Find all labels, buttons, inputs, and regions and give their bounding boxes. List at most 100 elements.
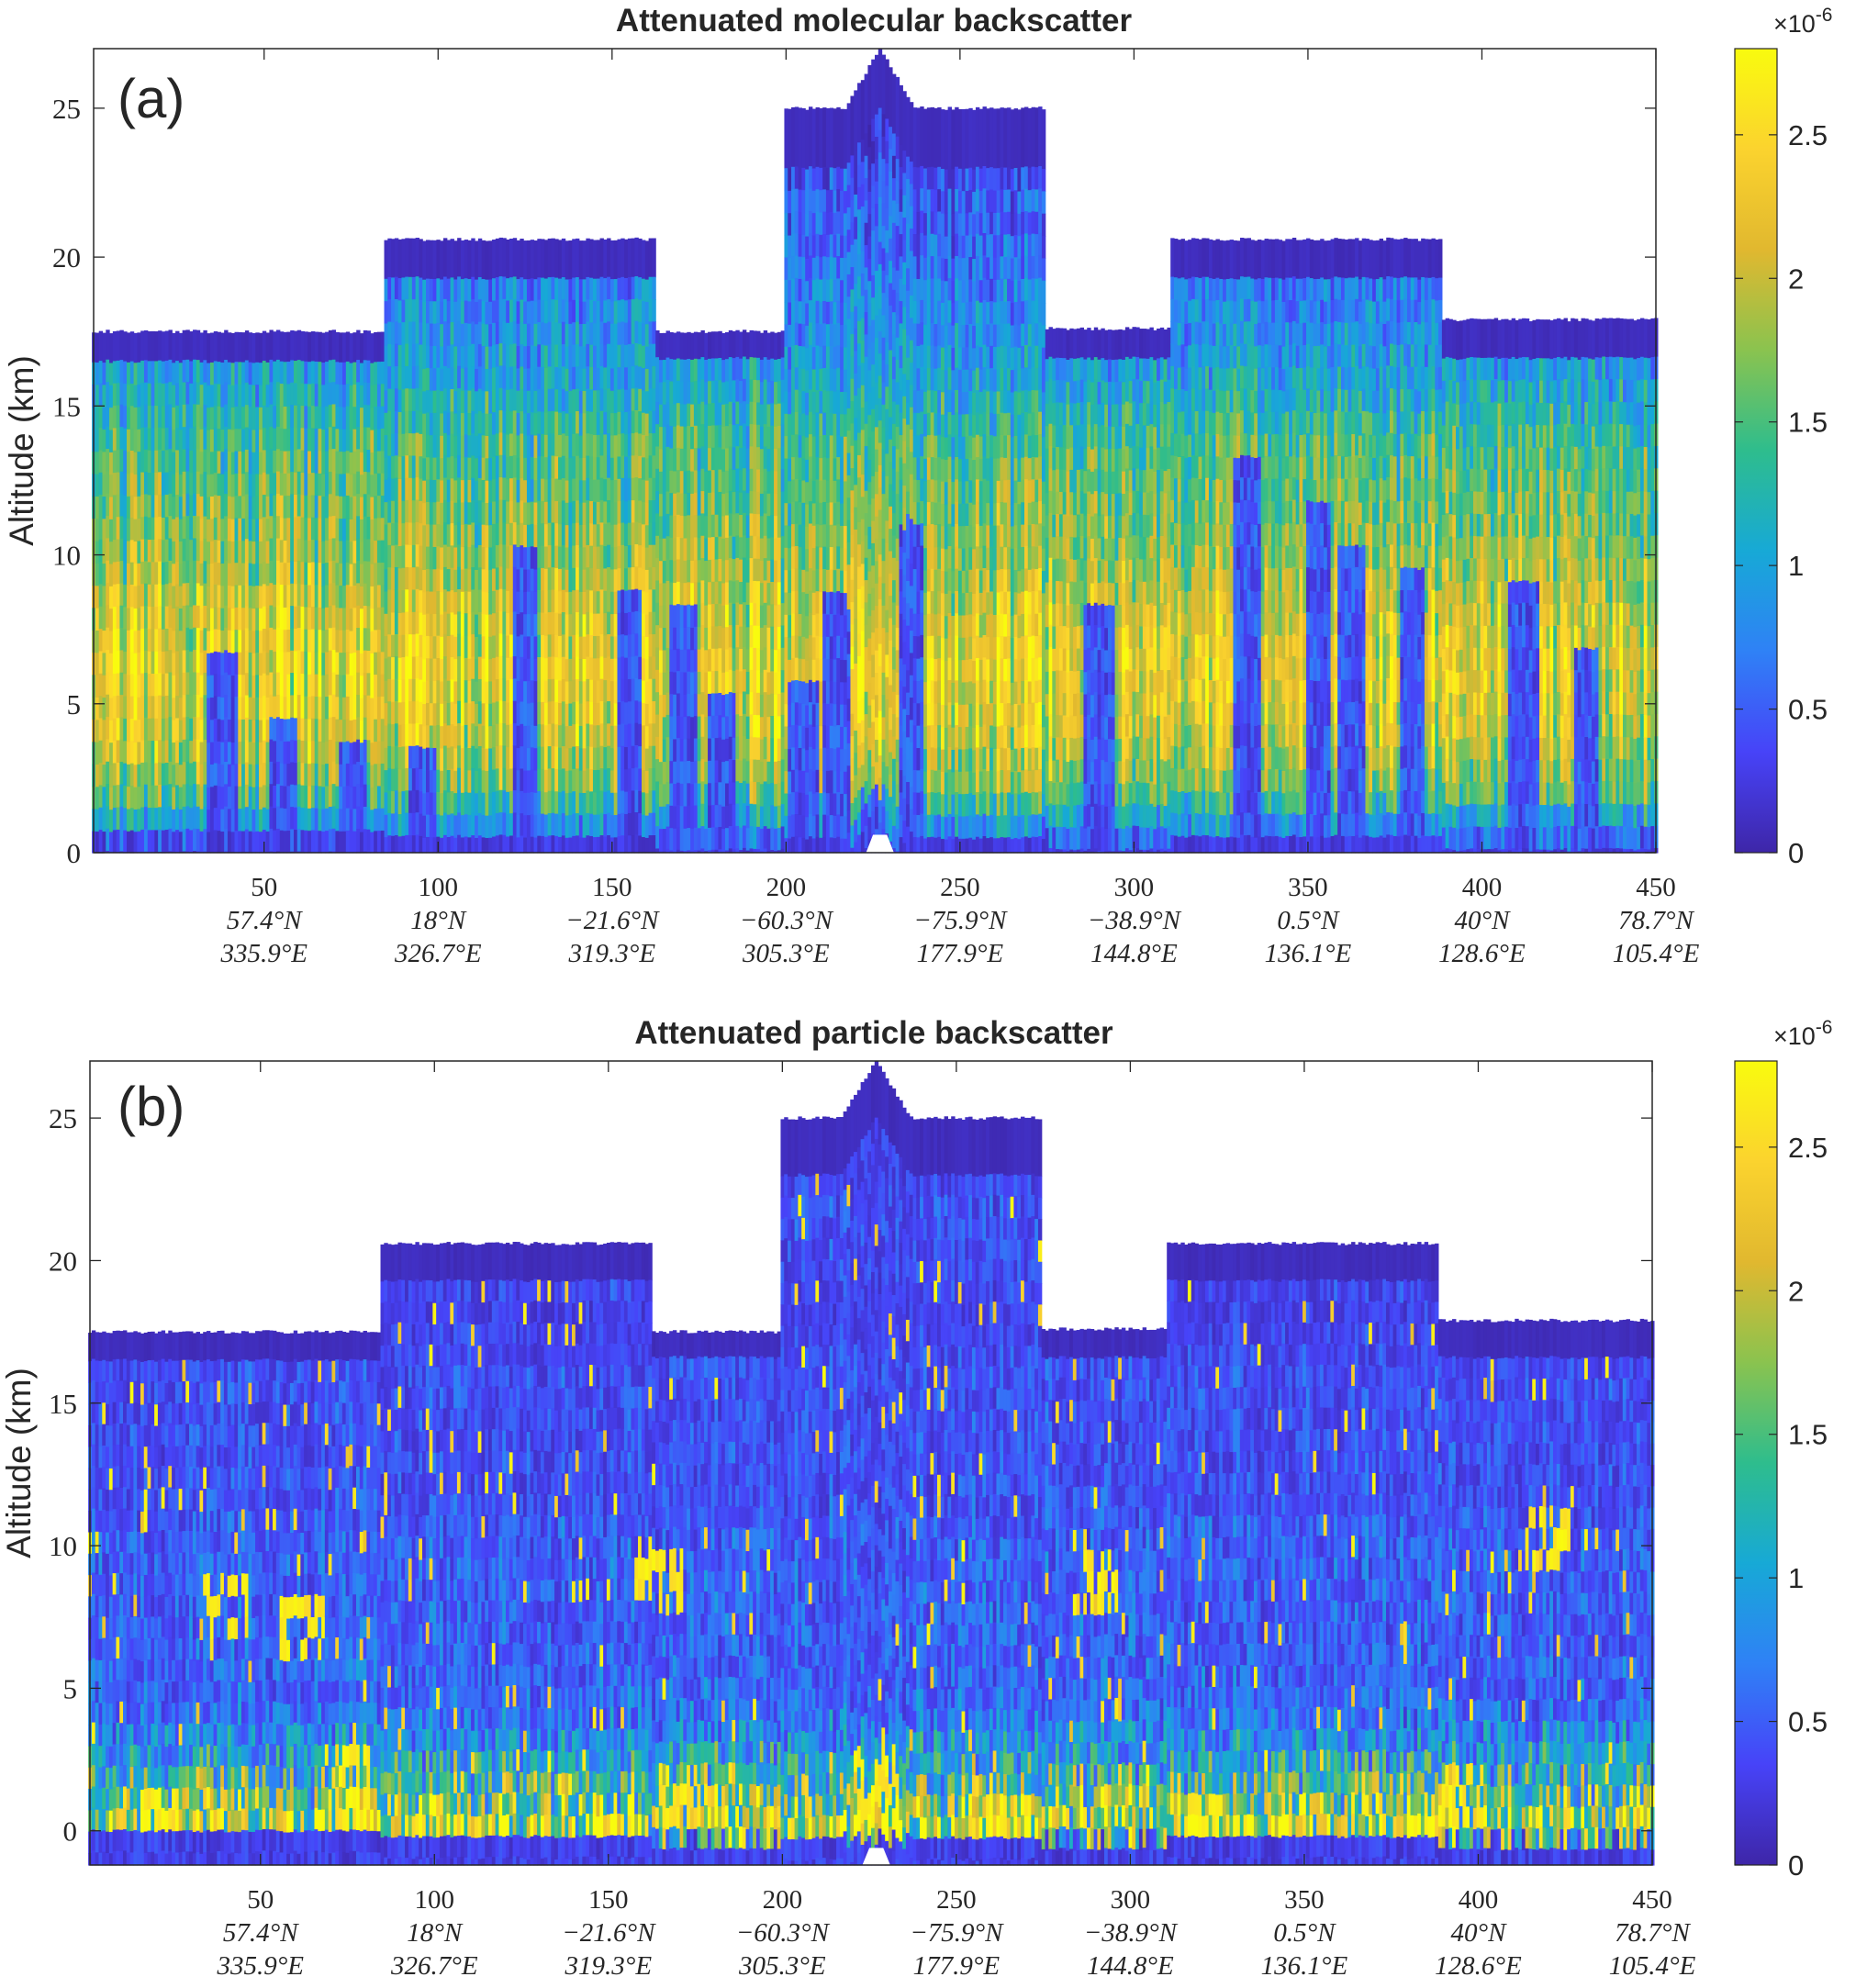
- data-cell: [430, 391, 433, 414]
- data-cell: [628, 239, 632, 278]
- data-cell: [520, 478, 523, 501]
- data-cell: [224, 784, 228, 807]
- data-cell: [718, 331, 721, 359]
- data-cell: [718, 782, 721, 805]
- data-cell: [610, 547, 614, 570]
- data-cell: [464, 747, 468, 770]
- data-cell: [241, 832, 245, 854]
- data-cell: [513, 299, 517, 322]
- data-cell: [589, 434, 593, 457]
- data-cell: [461, 748, 464, 771]
- data-cell: [391, 239, 395, 278]
- data-cell: [117, 517, 120, 540]
- data-cell: [593, 591, 597, 614]
- data-cell: [99, 785, 103, 808]
- data-cell: [711, 358, 715, 381]
- data-cell: [725, 359, 729, 382]
- data-cell: [301, 629, 305, 652]
- data-cell: [492, 792, 496, 815]
- data-cell: [95, 676, 99, 698]
- profile-column: [356, 330, 360, 854]
- data-cell: [294, 562, 297, 585]
- data-cell: [210, 832, 214, 854]
- data-cell: [666, 358, 670, 381]
- data-cell: [600, 723, 604, 746]
- data-cell: [241, 363, 245, 385]
- data-cell: [360, 385, 363, 408]
- data-cell: [676, 738, 680, 761]
- data-cell: [185, 427, 189, 450]
- data-cell: [183, 330, 186, 361]
- data-cell: [329, 517, 332, 540]
- data-cell: [259, 765, 263, 787]
- data-cell: [440, 592, 443, 615]
- profile-column: [214, 331, 218, 854]
- data-cell: [440, 240, 443, 280]
- data-cell: [381, 786, 385, 809]
- profile-column: [210, 333, 214, 854]
- data-cell: [273, 473, 276, 496]
- data-cell: [478, 724, 482, 747]
- data-cell: [620, 791, 624, 814]
- data-cell: [269, 762, 273, 785]
- data-cell: [137, 430, 140, 452]
- data-cell: [579, 726, 583, 749]
- data-cell: [301, 786, 305, 809]
- data-cell: [140, 808, 144, 831]
- data-cell: [485, 525, 488, 548]
- data-cell: [398, 524, 402, 547]
- data-cell: [464, 725, 468, 748]
- data-cell: [433, 592, 437, 615]
- data-cell: [416, 500, 419, 523]
- data-cell: [95, 765, 99, 787]
- data-cell: [506, 345, 509, 368]
- data-cell: [610, 480, 614, 503]
- data-cell: [721, 539, 725, 562]
- data-cell: [196, 561, 200, 584]
- data-cell: [572, 635, 576, 658]
- data-cell: [572, 724, 576, 747]
- data-cell: [746, 332, 750, 360]
- data-cell: [286, 362, 290, 385]
- data-cell: [704, 405, 708, 428]
- data-cell: [297, 583, 301, 606]
- data-cell: [440, 771, 443, 794]
- data-cell: [352, 586, 356, 609]
- data-cell: [245, 629, 249, 652]
- data-cell: [325, 608, 329, 631]
- data-cell: [603, 367, 607, 390]
- data-cell: [743, 329, 746, 357]
- data-cell: [203, 785, 207, 808]
- data-cell: [589, 814, 593, 837]
- data-cell: [583, 413, 587, 436]
- data-cell: [99, 562, 103, 585]
- data-cell: [617, 345, 620, 368]
- data-cell: [315, 518, 319, 541]
- data-cell: [231, 676, 235, 698]
- data-cell: [259, 631, 263, 653]
- data-cell: [440, 815, 443, 838]
- data-cell: [666, 715, 670, 738]
- data-cell: [649, 790, 653, 813]
- data-cell: [673, 806, 676, 829]
- data-cell: [478, 567, 482, 590]
- data-cell: [562, 657, 565, 680]
- data-cell: [304, 406, 307, 429]
- data-cell: [638, 344, 642, 367]
- data-cell: [207, 720, 210, 743]
- data-cell: [360, 787, 363, 810]
- data-cell: [408, 612, 412, 635]
- data-cell: [614, 346, 618, 369]
- data-cell: [551, 813, 554, 836]
- data-cell: [374, 362, 377, 385]
- data-cell: [750, 714, 754, 737]
- data-cell: [562, 545, 565, 568]
- data-cell: [471, 656, 475, 679]
- data-cell: [224, 449, 228, 472]
- data-cell: [350, 787, 353, 810]
- data-cell: [527, 592, 531, 615]
- data-cell: [537, 612, 541, 635]
- data-cell: [99, 763, 103, 786]
- data-cell: [385, 703, 388, 726]
- data-cell: [290, 762, 294, 785]
